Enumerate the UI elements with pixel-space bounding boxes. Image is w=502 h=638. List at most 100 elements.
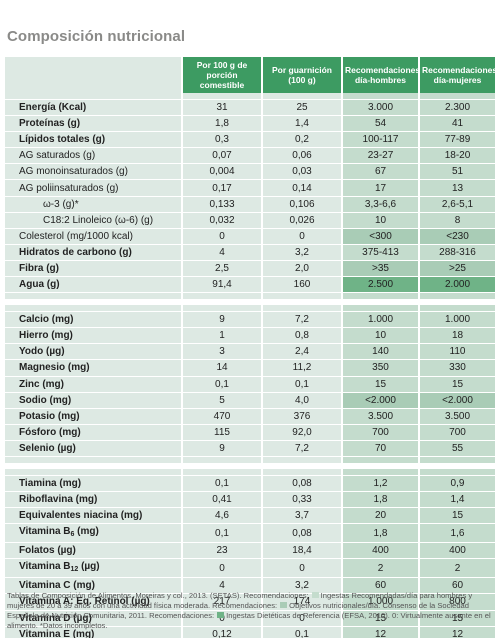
nutrient-label-yodo-g: Yodo (µg) — [5, 344, 181, 361]
value-per-serving: 4,0 — [261, 392, 341, 409]
spacer-cell — [418, 456, 495, 464]
spacer-cell — [418, 468, 495, 476]
value-per-100g: 0,133 — [181, 196, 261, 213]
value-rec-men: 20 — [341, 508, 418, 525]
value-per-100g: 0,41 — [181, 492, 261, 509]
nutrient-label-lipidos-totales-g: Lípidos totales (g) — [5, 132, 181, 149]
value-per-serving: 0,08 — [261, 475, 341, 493]
label-text: (mg) — [74, 526, 99, 538]
value-rec-men: 10 — [341, 212, 418, 229]
value-per-serving: 0 — [261, 228, 341, 245]
spacer-cell — [341, 468, 418, 476]
nutrient-label-magnesio-mg: Magnesio (mg) — [5, 360, 181, 377]
value-per-100g: 470 — [181, 408, 261, 425]
value-per-100g: 3 — [181, 344, 261, 361]
spacer-cell — [181, 456, 261, 464]
value-rec-men: 1.000 — [341, 594, 418, 611]
nutrient-label-ag-saturados-g: AG saturados (g) — [5, 148, 181, 165]
value-per-serving: 7,2 — [261, 440, 341, 457]
value-per-serving: 11,2 — [261, 360, 341, 377]
section-spacer-row — [5, 305, 495, 313]
table-row: Selenio (µg) 9 7,2 70 55 — [5, 440, 495, 457]
table-row: Potasio (mg) 470 376 3.500 3.500 — [5, 408, 495, 425]
value-per-100g: 0,004 — [181, 164, 261, 181]
value-rec-men: 1,8 — [341, 524, 418, 544]
footnote-part-1: Tablas de Composición de Alimentos. More… — [7, 591, 309, 600]
nutrient-label-energia-kcal: Energía (Kcal) — [5, 100, 181, 117]
nutrient-label-proteinas-g: Proteínas (g) — [5, 116, 181, 133]
value-per-serving: 2,4 — [261, 344, 341, 361]
value-rec-women: 12 — [418, 626, 495, 638]
value-per-serving: 0,03 — [261, 164, 341, 181]
value-rec-men: 15 — [341, 610, 418, 627]
spacer-cell — [261, 456, 341, 464]
value-rec-women: 15 — [418, 376, 495, 393]
value-rec-women: 3.500 — [418, 408, 495, 425]
nutrient-label-calcio-mg: Calcio (mg) — [5, 312, 181, 329]
value-rec-men: 140 — [341, 344, 418, 361]
page-title: Composición nutricional — [7, 28, 186, 45]
nutrient-label-vitamina-b12: Vitamina B12 (µg) — [5, 559, 181, 579]
value-rec-women: 1.000 — [418, 312, 495, 329]
spacer-cell — [261, 293, 341, 301]
nutrient-label-ag-poliinsaturados-g: AG poliinsaturados (g) — [5, 180, 181, 197]
nutrient-label-zinc-mg: Zinc (mg) — [5, 376, 181, 393]
value-rec-men: 3.000 — [341, 100, 418, 117]
value-per-100g: 91,4 — [181, 277, 261, 294]
value-rec-women: 2 — [418, 559, 495, 579]
nutrient-label-potasio-mg: Potasio (mg) — [5, 408, 181, 425]
table-row: Hidratos de carbono (g) 4 3,2 375-413 288-31… — [5, 244, 495, 261]
value-rec-men: 3.500 — [341, 408, 418, 425]
value-rec-men: 10 — [341, 328, 418, 345]
value-rec-men: <2.000 — [341, 392, 418, 409]
table-row: Equivalentes niacina (mg) 4,6 3,7 20 15 — [5, 508, 495, 525]
value-rec-men: 15 — [341, 376, 418, 393]
nutrient-label-vitamina-c-mg: Vitamina C (mg) — [5, 578, 181, 595]
value-per-100g: 23 — [181, 543, 261, 560]
table-row: Colesterol (mg/1000 kcal) 0 0 <300 <230 — [5, 228, 495, 245]
value-rec-women: 41 — [418, 116, 495, 133]
value-rec-women: 330 — [418, 360, 495, 377]
table-row: ω-3 (g)* 0,133 0,106 3,3-6,6 2,6-5,1 — [5, 196, 495, 213]
value-per-serving: 0,8 — [261, 328, 341, 345]
spacer-cell — [5, 456, 181, 464]
value-rec-women: 2.000 — [418, 277, 495, 294]
value-per-100g: 217 — [181, 594, 261, 611]
value-per-100g: 4 — [181, 244, 261, 261]
table-row: Vitamina A: Eq. Retinol (µg) 217 174 1.000 8… — [5, 594, 495, 611]
value-per-serving: 2,0 — [261, 260, 341, 278]
value-per-serving: 376 — [261, 408, 341, 425]
value-per-100g: 0 — [181, 228, 261, 245]
value-rec-women: 800 — [418, 594, 495, 611]
spacer-cell — [341, 293, 418, 301]
header-rec-women: Recomendaciones día-mujeres — [418, 57, 497, 93]
spacer-cell — [261, 305, 341, 313]
nutrient-label-hierro-mg: Hierro (mg) — [5, 328, 181, 345]
value-rec-women: 55 — [418, 440, 495, 457]
value-per-100g: 115 — [181, 424, 261, 441]
table-row: Tiamina (mg) 0,1 0,08 1,2 0,9 — [5, 475, 495, 493]
legend-swatch-efsa-reference — [217, 612, 225, 618]
nutrient-label-c18-2-linoleico-6-g: C18:2 Linoleico (ω-6) (g) — [5, 212, 181, 229]
value-rec-women: 18-20 — [418, 148, 495, 165]
table-row: Zinc (mg) 0,1 0,1 15 15 — [5, 376, 495, 393]
spacer-cell — [181, 305, 261, 313]
nutrient-label-3-g: ω-3 (g)* — [5, 196, 181, 213]
table-row: Folatos (µg) 23 18,4 400 400 — [5, 543, 495, 560]
value-rec-men: 17 — [341, 180, 418, 197]
value-rec-men: 54 — [341, 116, 418, 133]
table-row: Magnesio (mg) 14 11,2 350 330 — [5, 360, 495, 377]
value-per-serving: 0,33 — [261, 492, 341, 509]
value-per-100g: 0,032 — [181, 212, 261, 229]
value-rec-women: >25 — [418, 260, 495, 278]
nutrient-label-riboflavina-mg: Riboflavina (mg) — [5, 492, 181, 509]
value-rec-women: 1,6 — [418, 524, 495, 544]
nutrient-label-vitamina-a-eq-retinol-g: Vitamina A: Eq. Retinol (µg) — [5, 594, 181, 611]
value-rec-men: 2 — [341, 559, 418, 579]
value-rec-women: 2,6-5,1 — [418, 196, 495, 213]
section-spacer-row — [5, 293, 495, 301]
value-per-100g: 0 — [181, 610, 261, 627]
spacer-cell — [181, 468, 261, 476]
section-gap-row — [5, 300, 495, 306]
spacer-cell — [341, 305, 418, 313]
